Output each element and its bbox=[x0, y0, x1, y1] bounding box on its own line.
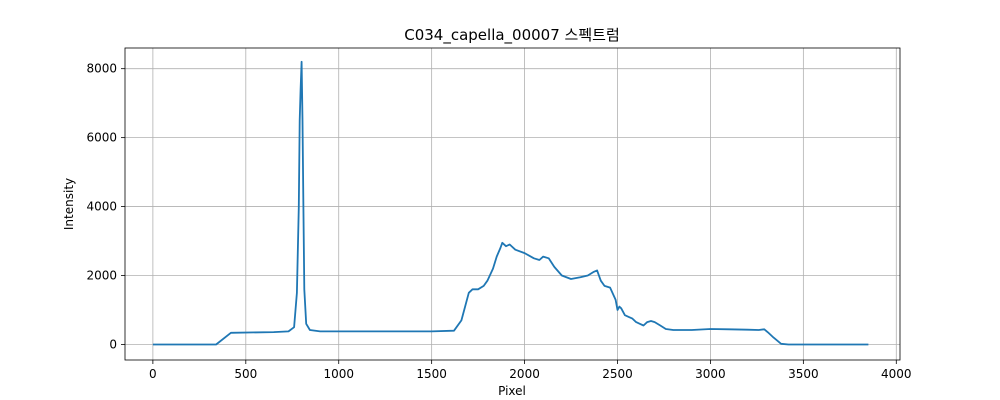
y-tick-label: 4000 bbox=[86, 200, 117, 214]
series-layer bbox=[152, 60, 869, 346]
y-tick-label: 2000 bbox=[86, 269, 117, 283]
x-tick-label: 3500 bbox=[788, 367, 819, 381]
x-tick-label: 4000 bbox=[881, 367, 912, 381]
axis-ticks: 0 500 1000 1500 2000 2500 3000 3500 4000 0 2000 400… bbox=[86, 62, 911, 381]
plot-background bbox=[125, 48, 900, 360]
chart-title: C034_capella_00007 스펙트럼 bbox=[404, 26, 620, 45]
x-tick-label: 0 bbox=[149, 367, 157, 381]
x-tick-label: 1000 bbox=[323, 367, 354, 381]
plot-frame bbox=[124, 47, 901, 361]
y-tick-label: 0 bbox=[109, 337, 117, 351]
y-tick-label: 8000 bbox=[86, 62, 117, 76]
grid-lines bbox=[125, 48, 900, 360]
x-axis-label: Pixel bbox=[498, 384, 526, 398]
x-tick-label: 3000 bbox=[695, 367, 726, 381]
y-tick-label: 6000 bbox=[86, 131, 117, 145]
y-axis-label: Intensity bbox=[62, 178, 76, 230]
spectrum-line bbox=[152, 60, 869, 346]
x-tick-label: 2000 bbox=[509, 367, 540, 381]
x-tick-label: 2500 bbox=[602, 367, 633, 381]
x-tick-label: 1500 bbox=[416, 367, 447, 381]
x-tick-label: 500 bbox=[234, 367, 257, 381]
